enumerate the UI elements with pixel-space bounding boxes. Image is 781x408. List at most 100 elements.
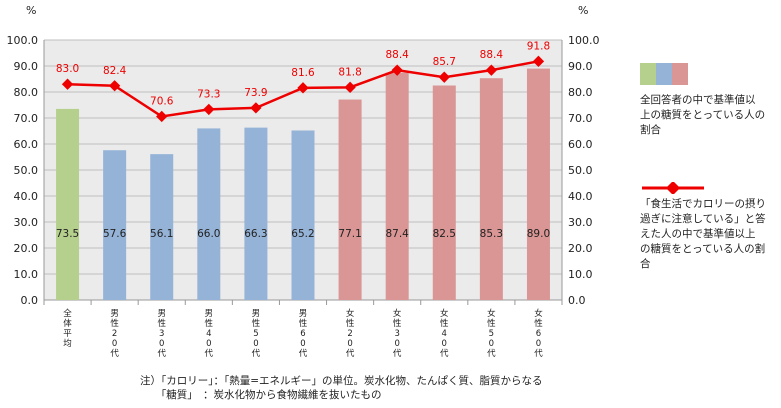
bar	[103, 150, 127, 300]
x-tick-label-char: 女	[534, 308, 543, 319]
line-value-label: 81.6	[291, 67, 315, 79]
x-tick-label-char: 性	[110, 318, 119, 329]
bar	[244, 127, 268, 301]
y-tick-label-right: 10.0	[568, 268, 593, 281]
bar-value-label: 82.5	[433, 228, 456, 240]
line-value-label: 88.4	[480, 49, 504, 61]
x-tick-label-char: 0	[300, 339, 305, 349]
bar-value-label: 89.0	[527, 228, 550, 240]
bar	[338, 99, 362, 300]
x-tick-label-char: 代	[110, 348, 119, 359]
x-tick-label-char: 6	[536, 329, 541, 339]
y-tick-label-left: 30.0	[14, 216, 39, 229]
x-tick-label-char: 性	[252, 318, 261, 329]
bar-value-label: 66.0	[197, 228, 220, 240]
y-tick-label-right: 50.0	[568, 164, 593, 177]
y-tick-label-left: 80.0	[14, 86, 39, 99]
y-tick-label-left: 90.0	[14, 60, 39, 73]
bar	[479, 78, 503, 300]
line-value-label: 82.4	[103, 65, 127, 77]
x-tick-label-char: 女	[346, 308, 355, 319]
x-tick-label-char: 6	[300, 329, 305, 339]
bar-value-label: 73.5	[56, 228, 79, 240]
x-tick-label-char: 代	[205, 348, 214, 359]
legend-swatch-female	[672, 63, 688, 85]
x-tick-label-char: 0	[112, 339, 117, 349]
line-value-label: 70.6	[150, 95, 174, 107]
x-tick-label-char: 0	[536, 339, 541, 349]
x-tick-label-char: 3	[159, 329, 164, 339]
y-tick-label-right: 70.0	[568, 112, 593, 125]
y-axis-unit-left: %	[26, 4, 36, 17]
x-tick-label-char: 男	[299, 309, 308, 319]
line-value-label: 73.9	[244, 87, 267, 99]
bar	[385, 72, 409, 300]
y-tick-label-right: 90.0	[568, 60, 593, 73]
bar-value-label: 57.6	[103, 228, 127, 240]
x-tick-label-char: 平	[63, 329, 72, 339]
x-tick-label-char: 性	[393, 318, 402, 329]
y-tick-label-right: 100.0	[568, 34, 600, 47]
y-tick-label-right: 80.0	[568, 86, 593, 99]
y-tick-label-right: 30.0	[568, 216, 593, 229]
footnotes: 注）「カロリー」：「熱量=エネルギー」の単位。炭水化物、たんぱく質、脂質からなる…	[140, 374, 543, 402]
x-tick-label-char: 5	[253, 329, 258, 339]
legend-bar-label: 全回答者の中で基準値以 上の糖質をとっている人の 割合	[640, 94, 766, 136]
x-tick-label-char: 女	[393, 308, 402, 319]
x-tick-label-char: 体	[63, 318, 72, 329]
line-value-label: 73.3	[197, 88, 220, 100]
bar-value-label: 87.4	[385, 228, 409, 240]
x-tick-label-char: 男	[252, 309, 261, 319]
x-tick-label-char: 男	[157, 309, 166, 319]
bar-value-label: 56.1	[150, 228, 173, 240]
x-tick-label-char: 0	[347, 339, 352, 349]
bar	[56, 108, 80, 301]
y-tick-label-right: 0.0	[568, 294, 586, 307]
bar-value-label: 65.2	[291, 228, 314, 240]
bar-value-label: 85.3	[480, 228, 503, 240]
x-tick-label-char: 3	[394, 329, 399, 339]
x-tick-label-char: 性	[299, 318, 308, 329]
bar	[197, 128, 221, 300]
y-tick-label-left: 60.0	[14, 138, 39, 151]
x-tick-label-char: 性	[205, 318, 214, 329]
x-tick-label-char: 4	[206, 329, 211, 339]
bar-value-label: 77.1	[338, 228, 361, 240]
legend-swatch-male	[656, 63, 672, 85]
y-tick-label-right: 60.0	[568, 138, 593, 151]
line-value-label: 81.8	[338, 66, 361, 78]
x-tick-label-char: 性	[534, 318, 543, 329]
legend-line-label: 「食生活でカロリーの摂り 過ぎに注意している」と答 えた人の中で基準値以上 の糖…	[640, 198, 766, 270]
legend-line-marker-icon	[642, 182, 704, 194]
x-tick-label-char: 0	[489, 339, 494, 349]
x-tick-label-char: 代	[487, 348, 496, 359]
y-tick-label-left: 20.0	[14, 242, 39, 255]
x-tick-label-char: 5	[489, 329, 494, 339]
x-tick-label-char: 男	[110, 309, 119, 319]
x-tick-label-char: 性	[346, 318, 355, 329]
x-tick-label-char: 代	[393, 348, 402, 359]
x-tick-label-char: 性	[487, 318, 496, 329]
x-tick-label-char: 0	[206, 339, 211, 349]
x-tick-label-char: 代	[252, 348, 261, 359]
bar	[526, 68, 550, 300]
x-tick-label-char: 女	[440, 308, 449, 319]
x-tick-label-char: 2	[112, 329, 117, 339]
y-tick-label-left: 50.0	[14, 164, 39, 177]
x-tick-label-char: 代	[299, 348, 308, 359]
y-tick-label-left: 40.0	[14, 190, 39, 203]
x-tick-label-char: 0	[159, 339, 164, 349]
y-tick-label-left: 0.0	[21, 294, 39, 307]
y-tick-label-left: 70.0	[14, 112, 39, 125]
y-axis-unit-right: %	[578, 4, 588, 17]
footnote-calorie: 注）「カロリー」：「熱量=エネルギー」の単位。炭水化物、たんぱく質、脂質からなる	[140, 375, 543, 387]
x-tick-label-char: 2	[347, 329, 352, 339]
x-tick-label-char: 4	[442, 329, 447, 339]
x-tick-label-char: 男	[205, 309, 214, 319]
footnote-sugar: 「糖質」 ：炭水化物から食物繊維を抜いたもの	[140, 389, 382, 401]
x-tick-label-char: 性	[157, 318, 166, 329]
x-tick-label-char: 0	[394, 339, 399, 349]
line-value-label: 83.0	[56, 63, 79, 75]
y-tick-label-right: 20.0	[568, 242, 593, 255]
